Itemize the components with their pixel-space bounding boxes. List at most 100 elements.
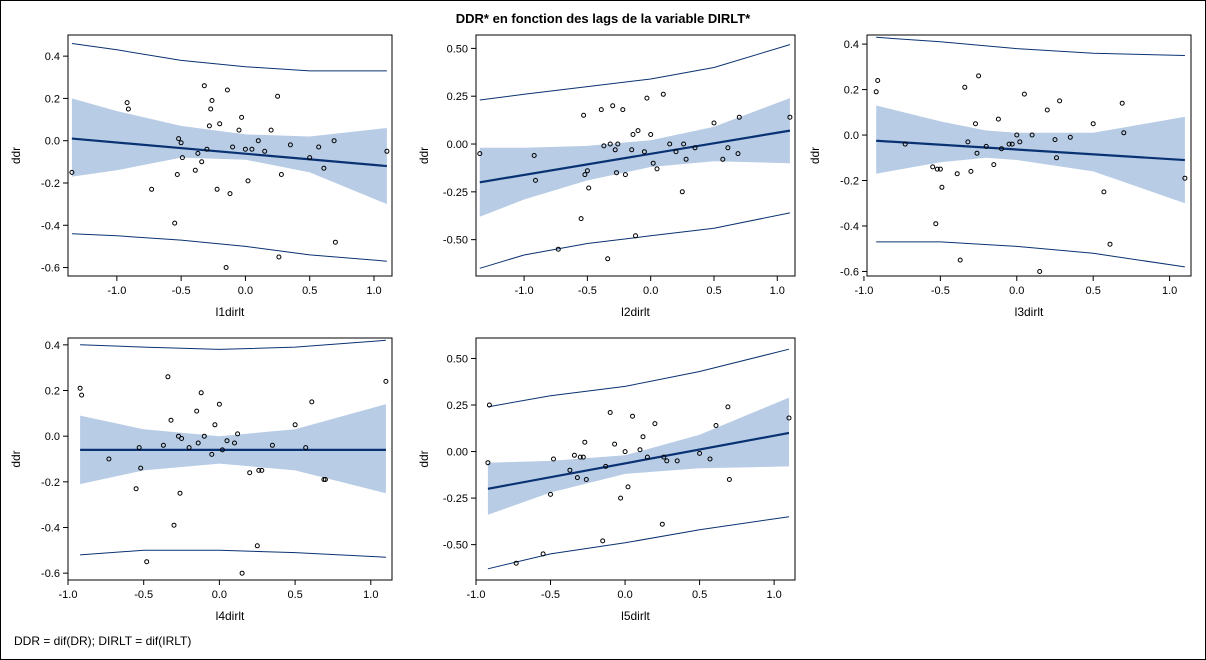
regression-line xyxy=(71,137,387,168)
data-point xyxy=(303,445,309,451)
data-point xyxy=(214,186,220,192)
y-tick-label: -0.2 xyxy=(840,176,859,188)
data-point xyxy=(262,148,268,154)
data-point xyxy=(787,114,793,120)
data-point xyxy=(660,91,666,97)
data-point xyxy=(968,168,974,174)
data-point xyxy=(224,87,230,93)
data-point xyxy=(640,434,646,440)
y-tick-label: 0.25 xyxy=(447,400,468,412)
y-tick-label: -0.6 xyxy=(41,263,60,275)
plot-area xyxy=(475,34,796,277)
data-point xyxy=(168,417,174,423)
data-point xyxy=(287,142,293,148)
prediction-limit-upper xyxy=(479,44,791,101)
data-point xyxy=(983,143,989,149)
data-point xyxy=(201,433,207,439)
data-point xyxy=(635,128,641,134)
data-point xyxy=(720,156,726,162)
data-point xyxy=(939,184,945,190)
data-point xyxy=(630,413,635,419)
data-point xyxy=(683,156,689,162)
x-axis-label: l2dirlt xyxy=(621,305,650,319)
x-tick-label: -0.5 xyxy=(541,589,560,601)
data-point xyxy=(641,149,647,155)
data-point xyxy=(208,106,214,112)
x-tick-label: 0.0 xyxy=(643,285,658,297)
data-point xyxy=(605,256,611,262)
data-point xyxy=(1067,134,1073,140)
data-point xyxy=(725,145,731,151)
prediction-limit-upper xyxy=(876,36,1185,56)
x-tick-label: 0.5 xyxy=(692,589,707,601)
data-point xyxy=(630,132,636,137)
data-point xyxy=(269,442,275,448)
y-tick-label: 0.0 xyxy=(844,130,859,142)
data-point xyxy=(136,445,142,451)
x-tick-label: 0.0 xyxy=(617,589,632,601)
data-point xyxy=(133,486,139,492)
confidence-band xyxy=(80,404,386,494)
data-point xyxy=(1054,155,1059,161)
data-point xyxy=(614,170,619,176)
data-point xyxy=(582,439,588,445)
y-tick-label: -0.4 xyxy=(840,221,859,233)
data-point xyxy=(930,164,936,170)
data-point xyxy=(615,141,621,147)
data-point xyxy=(165,374,171,380)
data-point xyxy=(973,121,978,127)
data-point xyxy=(216,401,222,407)
data-point xyxy=(648,132,654,137)
data-point xyxy=(633,233,638,239)
panel-4: -1.0 -0.5 0.0 0.5 1.0 -0.6 -0.4 -0.2 0.0 0.2 0.4 l4… xyxy=(9,337,393,623)
x-tick-label: -1.0 xyxy=(515,285,534,297)
footnote: DDR = dif(DR); DIRLT = dif(IRLT) xyxy=(14,634,192,648)
data-point xyxy=(934,166,940,172)
y-tick-label: 0.00 xyxy=(447,447,468,459)
data-point xyxy=(555,246,561,252)
x-tick-label: -1.0 xyxy=(467,589,486,601)
data-point xyxy=(195,440,201,446)
data-point xyxy=(172,220,178,226)
y-tick-label: 0.4 xyxy=(844,39,859,51)
x-tick-label: 1.0 xyxy=(766,589,781,601)
data-point xyxy=(199,159,205,165)
data-point xyxy=(186,445,192,451)
x-tick-label: -0.5 xyxy=(931,285,950,297)
x-tick-label: -1.0 xyxy=(107,285,126,297)
data-point xyxy=(178,140,184,146)
y-tick-label: -0.4 xyxy=(41,220,60,232)
data-point xyxy=(586,185,592,191)
y-tick-label: -0.25 xyxy=(443,493,468,505)
data-point xyxy=(578,216,584,222)
panel-5: -1.0 -0.5 0.0 0.5 1.0 -0.50 -0.25 0.00 0.25 0.50 l… xyxy=(417,337,796,623)
data-point xyxy=(652,421,658,427)
y-tick-label: -0.50 xyxy=(443,235,468,247)
data-point xyxy=(567,467,573,473)
data-point xyxy=(618,495,624,501)
data-point xyxy=(1014,132,1020,138)
y-axis-label: ddr xyxy=(9,450,23,467)
data-point xyxy=(612,441,618,447)
data-point xyxy=(1052,137,1058,143)
prediction-limit-lower xyxy=(487,516,790,570)
data-point xyxy=(239,114,245,120)
y-tick-label: 0.2 xyxy=(45,93,60,105)
data-point xyxy=(204,146,210,152)
data-point xyxy=(383,378,389,384)
data-point xyxy=(1029,132,1035,138)
data-point xyxy=(292,422,298,428)
prediction-limit-upper xyxy=(487,348,790,408)
data-point xyxy=(256,467,262,473)
prediction-limit-lower xyxy=(71,233,387,262)
data-point xyxy=(692,145,698,151)
data-point xyxy=(667,141,673,147)
data-point xyxy=(227,191,233,197)
data-point xyxy=(681,141,687,147)
x-tick-label: -0.5 xyxy=(134,589,153,601)
data-point xyxy=(581,112,587,118)
data-point xyxy=(144,559,150,565)
x-tick-label: 0.0 xyxy=(212,589,227,601)
prediction-limit-upper xyxy=(71,43,387,72)
